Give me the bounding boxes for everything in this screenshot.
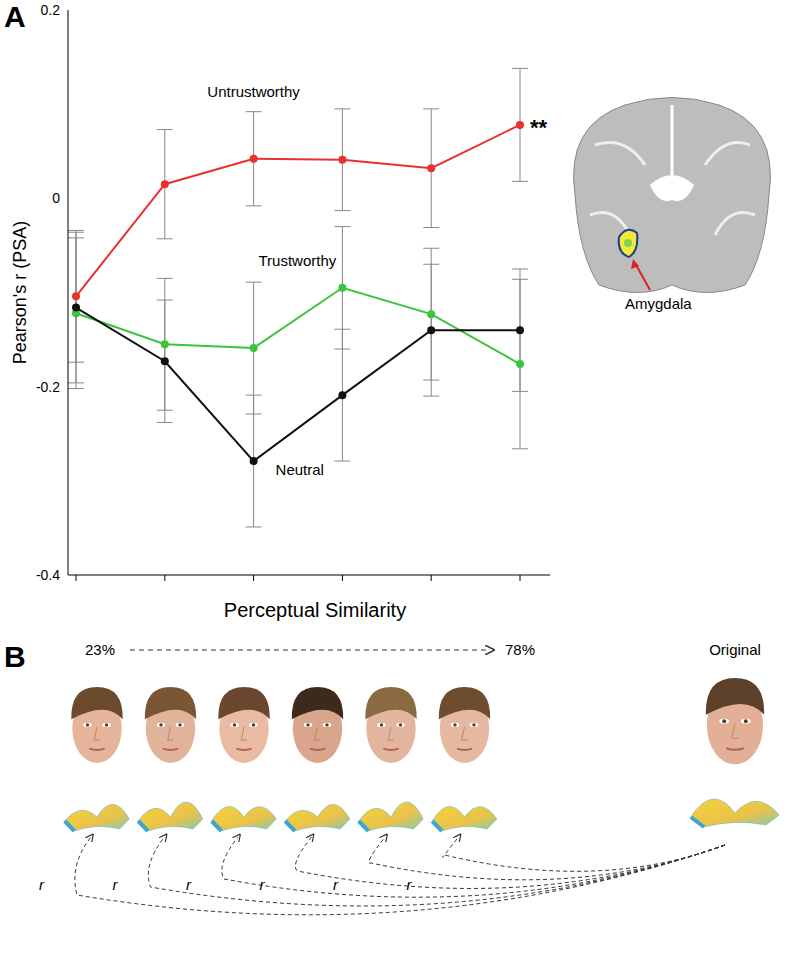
svg-text:Neutral: Neutral bbox=[276, 461, 324, 478]
svg-text:Perceptual Similarity: Perceptual Similarity bbox=[224, 599, 406, 621]
svg-text:r: r bbox=[113, 876, 119, 893]
svg-text:23%: 23% bbox=[85, 641, 115, 658]
html-text:A: A bbox=[4, 0, 26, 33]
svg-text:r: r bbox=[260, 876, 266, 893]
svg-text:**: ** bbox=[530, 115, 548, 140]
svg-text:Amygdala: Amygdala bbox=[625, 295, 692, 312]
svg-text:r: r bbox=[333, 876, 339, 893]
svg-text:Pearson's r (PSA): Pearson's r (PSA) bbox=[10, 221, 30, 364]
html-text:B: B bbox=[4, 640, 26, 673]
svg-text:78%: 78% bbox=[505, 641, 535, 658]
svg-text:Untrustworthy: Untrustworthy bbox=[207, 83, 300, 100]
svg-text:0.2: 0.2 bbox=[41, 2, 61, 18]
svg-text:r: r bbox=[186, 876, 192, 893]
svg-text:-0.4: -0.4 bbox=[36, 567, 60, 583]
svg-text:Trustworthy: Trustworthy bbox=[259, 252, 337, 269]
svg-text:Original: Original bbox=[709, 641, 761, 658]
svg-text:-0.2: -0.2 bbox=[36, 379, 60, 395]
svg-text:r: r bbox=[39, 876, 45, 893]
svg-text:r: r bbox=[407, 876, 413, 893]
svg-text:0: 0 bbox=[52, 190, 60, 206]
